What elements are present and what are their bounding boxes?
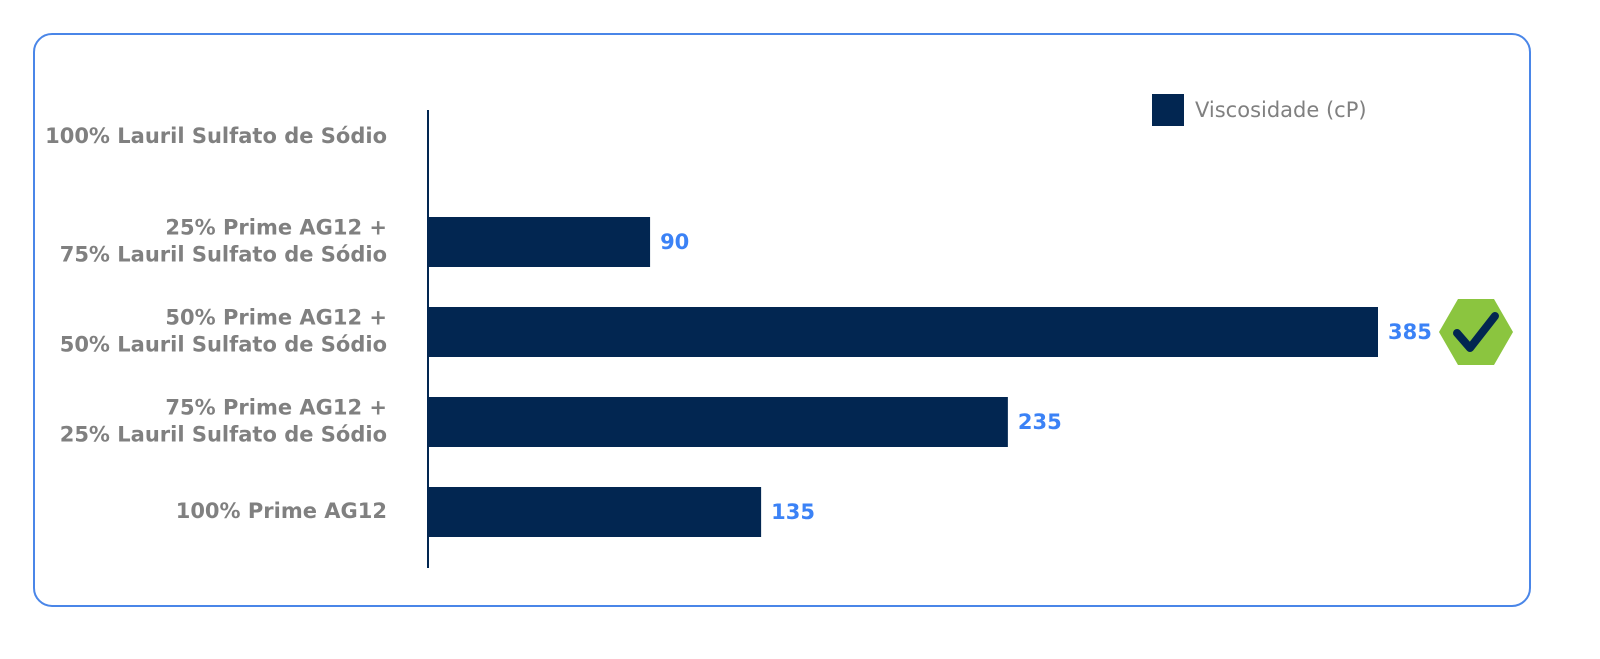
bar [428,397,1008,447]
value-label: 135 [771,500,815,524]
value-label: 385 [1388,320,1432,344]
value-label: 90 [660,230,689,254]
category-label: 75% Lauril Sulfato de Sódio [60,243,387,267]
category-label: 25% Prime AG12 + [165,216,387,240]
category-label: 75% Prime AG12 + [165,396,387,420]
category-label: 100% Lauril Sulfato de Sódio [45,124,387,148]
category-label: 25% Lauril Sulfato de Sódio [60,423,387,447]
check-badge [1439,299,1513,365]
legend-swatch [1152,94,1184,126]
legend-label: Viscosidade (cP) [1195,98,1367,122]
bar [428,307,1378,357]
category-label: 100% Prime AG12 [176,499,387,523]
bar [428,487,762,537]
bar [428,217,651,267]
category-label: 50% Lauril Sulfato de Sódio [60,333,387,357]
value-label: 235 [1018,410,1062,434]
category-label: 50% Prime AG12 + [165,306,387,330]
